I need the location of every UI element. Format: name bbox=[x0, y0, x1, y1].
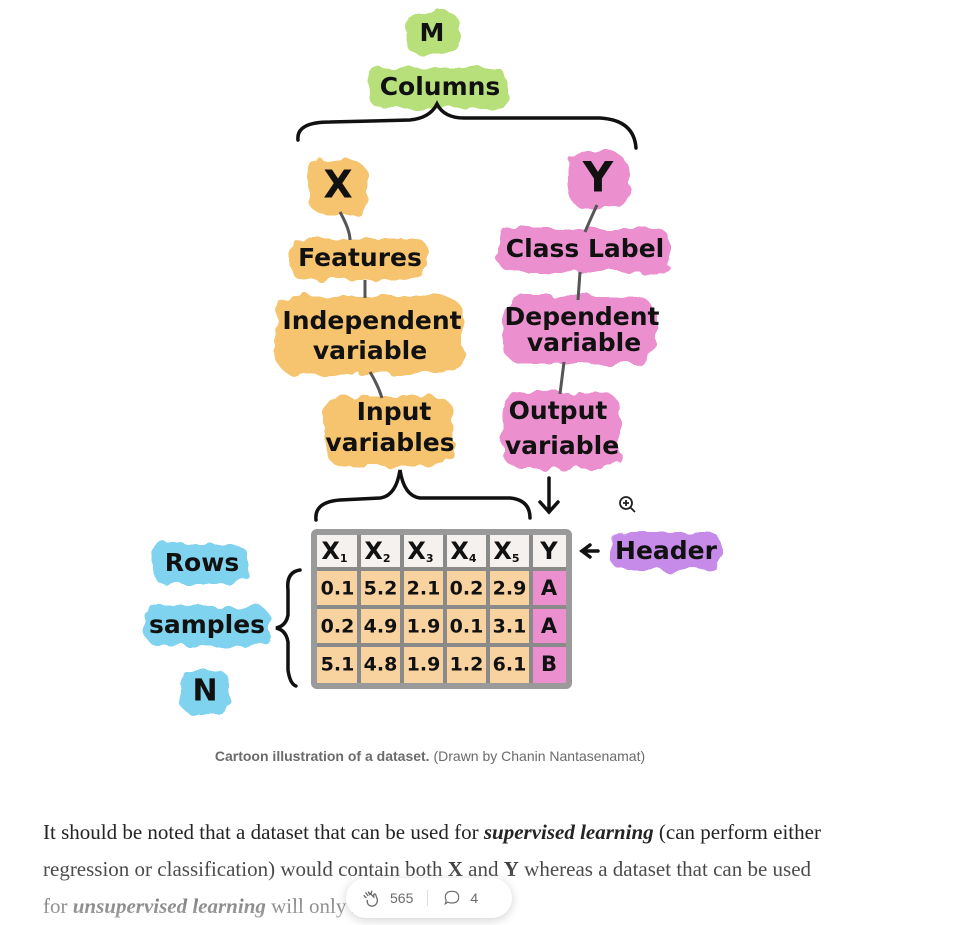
header-letter: X bbox=[493, 537, 512, 565]
response-icon bbox=[444, 890, 460, 906]
table-cell: 5.1 bbox=[321, 654, 355, 676]
clap-count: 565 bbox=[390, 890, 414, 906]
text-run: Y bbox=[503, 857, 519, 881]
label: Output bbox=[509, 396, 608, 425]
header-cell: X5 bbox=[493, 537, 519, 565]
body-bg bbox=[316, 569, 531, 683]
response-count: 4 bbox=[470, 890, 479, 906]
table-cell: 4.8 bbox=[364, 654, 398, 676]
header-letter: X bbox=[364, 537, 383, 565]
clap-icon bbox=[363, 890, 379, 907]
label: Header bbox=[615, 536, 718, 565]
header-cell: X2 bbox=[364, 537, 390, 565]
table-cell: 2.9 bbox=[493, 578, 527, 600]
label: Features bbox=[298, 243, 422, 272]
table-cell: 1.9 bbox=[407, 616, 441, 638]
header-letter: X bbox=[407, 537, 426, 565]
label: Independent bbox=[282, 306, 461, 335]
table-cell: 3.1 bbox=[493, 616, 527, 638]
table-cell: A bbox=[541, 614, 558, 638]
table-cell: 2.1 bbox=[407, 578, 441, 600]
table-cell: 6.1 bbox=[493, 654, 527, 676]
label: Class Label bbox=[506, 234, 664, 263]
caption: Cartoon illustration of a dataset. (Draw… bbox=[0, 748, 860, 764]
braces bbox=[275, 100, 638, 688]
label: Y bbox=[582, 153, 614, 202]
label: variables bbox=[325, 428, 454, 457]
text-run: supervised learning bbox=[483, 820, 654, 844]
label: Columns bbox=[380, 72, 501, 101]
header-cell: X1 bbox=[321, 537, 347, 565]
text-run: unsupervised learning bbox=[72, 894, 266, 918]
header-subscript: 3 bbox=[426, 552, 434, 565]
table-cell: 1.2 bbox=[450, 654, 484, 676]
table-border bbox=[311, 529, 572, 689]
toolbar: 565 4 bbox=[346, 878, 512, 918]
label: Dependent bbox=[505, 302, 660, 331]
blobs bbox=[145, 12, 722, 714]
label: Rows bbox=[165, 548, 239, 577]
header-cell: X3 bbox=[407, 537, 433, 565]
zoom-icon[interactable] bbox=[619, 496, 636, 513]
label: variable bbox=[505, 431, 619, 460]
label: Input bbox=[357, 397, 432, 426]
header-cell: X4 bbox=[450, 537, 477, 565]
table-cell: 5.2 bbox=[364, 578, 398, 600]
response-button[interactable]: 4 bbox=[428, 888, 492, 908]
illustration: M Columns X Y Features Class Label Indep… bbox=[145, 12, 722, 714]
table-cell: A bbox=[541, 576, 558, 600]
connectors bbox=[338, 204, 599, 399]
header-subscript: 5 bbox=[512, 552, 520, 565]
label: X bbox=[323, 163, 352, 207]
caption-bold: Cartoon illustration of a dataset. bbox=[214, 748, 430, 764]
target-column-bg bbox=[531, 569, 567, 683]
table-cell: 0.1 bbox=[450, 616, 484, 638]
label: variable bbox=[527, 328, 641, 357]
header-subscript: 4 bbox=[469, 552, 477, 565]
table-cell: 4.9 bbox=[364, 616, 398, 638]
label: N bbox=[192, 674, 217, 709]
clap-button[interactable]: 565 bbox=[346, 887, 427, 909]
text-run: It should be noted that a dataset that c… bbox=[43, 820, 484, 844]
table-cell: 1.9 bbox=[407, 654, 441, 676]
label: variable bbox=[313, 336, 427, 365]
separator bbox=[427, 890, 429, 906]
table-cell: 0.1 bbox=[321, 578, 355, 600]
header-subscript: 2 bbox=[383, 552, 391, 565]
header-subscript: 1 bbox=[340, 552, 348, 565]
header-letter: X bbox=[450, 537, 469, 565]
table-cell: B bbox=[541, 652, 557, 676]
header-cell: Y bbox=[539, 537, 558, 565]
header-letter: Y bbox=[539, 537, 558, 565]
data-table: X1 X2 X3 X4 X5 Y0.1 5.2 2.1 0.2 2.9 A0.2 4.9 1.9 0.1 3… bbox=[311, 529, 572, 689]
label: samples bbox=[149, 610, 265, 639]
label: M bbox=[420, 18, 445, 47]
table-cell: 0.2 bbox=[321, 616, 355, 638]
table-cell: 0.2 bbox=[450, 578, 484, 600]
header-letter: X bbox=[321, 537, 340, 565]
caption-credit: (Drawn by Chanin Nantasenamat) bbox=[433, 748, 646, 764]
